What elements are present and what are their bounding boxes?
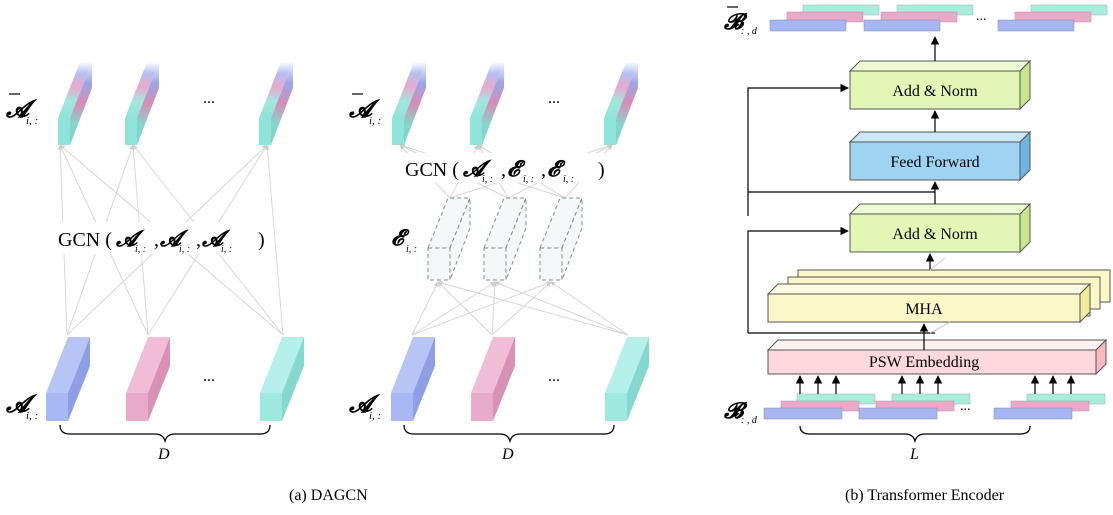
svg-text:,: , bbox=[541, 159, 546, 181]
transformer-panel bbox=[747, 4, 1111, 444]
input-cube-blue bbox=[46, 337, 90, 421]
mha-label: MHA bbox=[905, 301, 943, 318]
edge-cube-2 bbox=[483, 197, 527, 281]
gcn-connections-right-lower bbox=[411, 280, 629, 336]
svg-text:): ) bbox=[258, 229, 265, 251]
input-tokens bbox=[763, 393, 1106, 420]
gcn-formula-1: GCN ( 𝓐 i, : , 𝓐 i, : , 𝓐 i, : ) bbox=[55, 222, 273, 255]
dim-label-L: L bbox=[909, 446, 919, 463]
svg-text:i, :: i, : bbox=[26, 410, 38, 422]
svg-text:GCN (: GCN ( bbox=[58, 229, 112, 251]
svg-text:i, :: i, : bbox=[563, 174, 574, 185]
svg-text:i, :: i, : bbox=[523, 174, 534, 185]
add-norm-top-block bbox=[848, 59, 1032, 111]
edge-cube-3 bbox=[539, 197, 583, 281]
mha-branch-gray-2 bbox=[929, 257, 946, 271]
svg-text:i, :: i, : bbox=[406, 244, 417, 255]
ellipsis-bottom-right: ... bbox=[548, 368, 560, 385]
input-cube-cyan-2 bbox=[605, 337, 649, 421]
svg-text:i, :: i, : bbox=[369, 410, 381, 422]
output-cube-3 bbox=[259, 62, 293, 145]
ellipsis-output-tokens: ... bbox=[976, 9, 987, 24]
mha-block bbox=[766, 269, 1111, 324]
dim-brace-right bbox=[403, 424, 615, 444]
output-cube-5 bbox=[470, 62, 504, 145]
output-cube-2 bbox=[125, 62, 159, 145]
input-cube-pink-2 bbox=[471, 337, 515, 421]
add-norm-bottom-label: Add & Norm bbox=[892, 226, 978, 243]
svg-text:i, :: i, : bbox=[369, 115, 381, 127]
label-abar-right: 𝓐 i, : bbox=[348, 93, 381, 127]
label-b: 𝓑 : , d bbox=[723, 398, 758, 426]
svg-text:,: , bbox=[154, 229, 159, 251]
add-norm-bottom-block bbox=[848, 202, 1032, 254]
dim-label-d-left: D bbox=[157, 446, 170, 463]
input-cube-cyan bbox=[260, 337, 304, 421]
label-a-right: 𝓐 i, : bbox=[348, 389, 381, 422]
svg-text:i, :: i, : bbox=[482, 174, 493, 185]
input-cube-pink bbox=[126, 337, 170, 421]
feed-forward-label: Feed Forward bbox=[890, 154, 979, 171]
dagcn-panel bbox=[46, 62, 649, 444]
svg-text:): ) bbox=[598, 159, 605, 181]
gcn-formula-2: GCN ( 𝓐 i, : , 𝓔 i, : , 𝓔 i, : ) bbox=[402, 153, 612, 185]
svg-text:: , d: : , d bbox=[741, 415, 758, 426]
dim-label-d-right: D bbox=[501, 446, 514, 463]
caption-b: (b) Transformer Encoder bbox=[845, 487, 1005, 504]
mha-branch-gray-1 bbox=[929, 321, 951, 334]
input-cube-blue-2 bbox=[391, 337, 435, 421]
svg-text:,: , bbox=[196, 229, 201, 251]
svg-text:i, :: i, : bbox=[135, 244, 146, 255]
psw-embedding-label: PSW Embedding bbox=[869, 354, 979, 371]
ellipsis-bottom-left: ... bbox=[203, 368, 215, 385]
label-bbar: 𝓑 : , d bbox=[723, 6, 758, 37]
label-abar-left: 𝓐 i, : bbox=[5, 93, 38, 127]
svg-text:: , d: : , d bbox=[741, 26, 758, 37]
output-cube-4 bbox=[392, 62, 426, 145]
output-cube-1 bbox=[58, 62, 92, 145]
flow-arrows bbox=[747, 36, 1076, 394]
ellipsis-top-right: ... bbox=[548, 90, 560, 107]
svg-text:,: , bbox=[501, 159, 506, 181]
ellipsis-top-left: ... bbox=[203, 90, 215, 107]
svg-text:GCN (: GCN ( bbox=[405, 159, 459, 181]
svg-text:i, :: i, : bbox=[179, 244, 190, 255]
output-tokens bbox=[769, 4, 1108, 32]
feed-forward-block bbox=[848, 130, 1032, 182]
output-cube-6 bbox=[604, 62, 638, 145]
svg-text:i, :: i, : bbox=[221, 244, 232, 255]
add-norm-top-label: Add & Norm bbox=[892, 83, 978, 100]
dim-brace-L bbox=[799, 425, 1031, 444]
ellipsis-input-tokens: ... bbox=[960, 399, 971, 414]
label-e: 𝓔 i, : bbox=[391, 225, 417, 255]
edge-cube-1 bbox=[427, 197, 471, 281]
caption-a: (a) DAGCN bbox=[289, 487, 368, 504]
svg-text:i, :: i, : bbox=[26, 115, 38, 127]
dim-brace-left bbox=[59, 424, 271, 444]
label-a-left: 𝓐 i, : bbox=[5, 389, 38, 422]
psw-embedding-block bbox=[766, 338, 1108, 376]
